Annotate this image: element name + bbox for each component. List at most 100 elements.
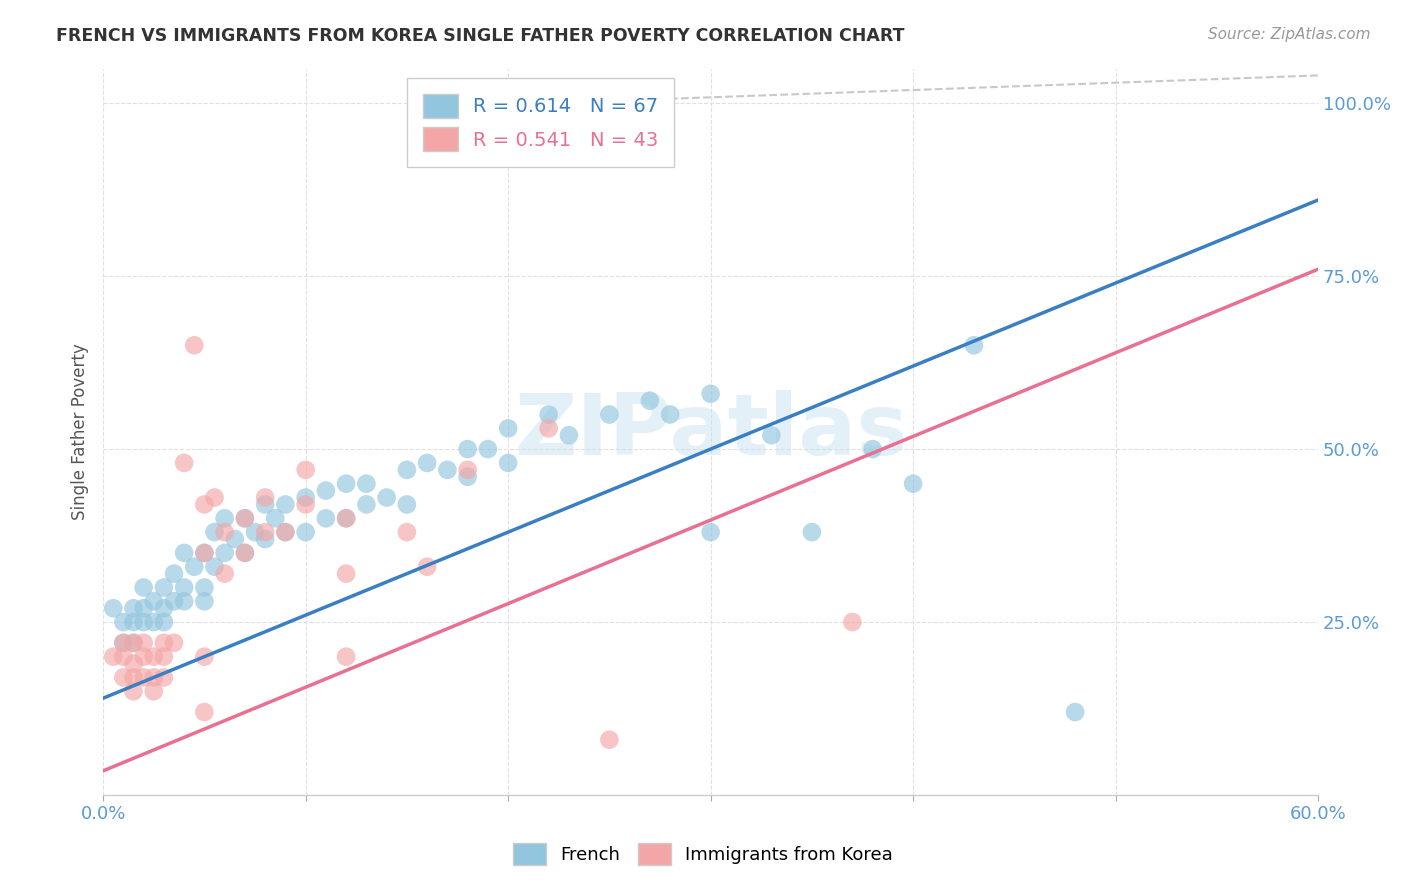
French [173, 546, 195, 560]
Immigrants from Korea [142, 684, 165, 698]
French [901, 476, 924, 491]
Immigrants from Korea [132, 649, 155, 664]
French [112, 636, 135, 650]
French [800, 525, 823, 540]
Y-axis label: Single Father Poverty: Single Father Poverty [72, 343, 89, 520]
Immigrants from Korea [254, 525, 277, 540]
French [558, 428, 581, 442]
French [638, 393, 661, 408]
Immigrants from Korea [183, 338, 205, 352]
French [457, 442, 479, 456]
French [163, 594, 186, 608]
Immigrants from Korea [153, 636, 176, 650]
Immigrants from Korea [214, 525, 236, 540]
Immigrants from Korea [233, 546, 256, 560]
French [132, 581, 155, 595]
Immigrants from Korea [214, 566, 236, 581]
French [142, 594, 165, 608]
French [335, 476, 357, 491]
French [659, 408, 682, 422]
French [112, 615, 135, 629]
French [862, 442, 884, 456]
French [233, 546, 256, 560]
French [193, 594, 215, 608]
French [496, 456, 519, 470]
French [254, 532, 277, 546]
French [294, 491, 316, 505]
French [173, 581, 195, 595]
French [356, 498, 378, 512]
French [183, 559, 205, 574]
French [122, 615, 145, 629]
French [254, 498, 277, 512]
French [153, 615, 176, 629]
French [243, 525, 266, 540]
Immigrants from Korea [163, 636, 186, 650]
Immigrants from Korea [335, 566, 357, 581]
French [173, 594, 195, 608]
French [153, 581, 176, 595]
French [395, 498, 418, 512]
Immigrants from Korea [122, 636, 145, 650]
Immigrants from Korea [274, 525, 297, 540]
French [598, 408, 620, 422]
French [356, 476, 378, 491]
French [496, 421, 519, 435]
Immigrants from Korea [193, 649, 215, 664]
Immigrants from Korea [132, 670, 155, 684]
French [761, 428, 783, 442]
French [274, 498, 297, 512]
Immigrants from Korea [173, 456, 195, 470]
French [264, 511, 287, 525]
Immigrants from Korea [841, 615, 863, 629]
French [132, 601, 155, 615]
Immigrants from Korea [103, 649, 125, 664]
Immigrants from Korea [294, 498, 316, 512]
French [103, 601, 125, 615]
Immigrants from Korea [153, 670, 176, 684]
Immigrants from Korea [122, 670, 145, 684]
Immigrants from Korea [416, 559, 439, 574]
Immigrants from Korea [122, 657, 145, 671]
French [204, 525, 226, 540]
French [335, 511, 357, 525]
French [163, 566, 186, 581]
French [436, 463, 458, 477]
French [274, 525, 297, 540]
French [416, 456, 439, 470]
French [142, 615, 165, 629]
French [375, 491, 398, 505]
Legend: French, Immigrants from Korea: French, Immigrants from Korea [505, 834, 901, 874]
French [294, 525, 316, 540]
Text: Source: ZipAtlas.com: Source: ZipAtlas.com [1208, 27, 1371, 42]
Immigrants from Korea [122, 684, 145, 698]
Text: ZIPatlas: ZIPatlas [513, 391, 907, 474]
Immigrants from Korea [112, 636, 135, 650]
French [122, 601, 145, 615]
French [699, 386, 721, 401]
French [395, 463, 418, 477]
Immigrants from Korea [294, 463, 316, 477]
Immigrants from Korea [254, 491, 277, 505]
French [477, 442, 499, 456]
Immigrants from Korea [537, 421, 560, 435]
French [1064, 705, 1087, 719]
Legend: R = 0.614   N = 67, R = 0.541   N = 43: R = 0.614 N = 67, R = 0.541 N = 43 [408, 78, 673, 167]
Immigrants from Korea [193, 498, 215, 512]
Immigrants from Korea [233, 511, 256, 525]
French [204, 559, 226, 574]
Immigrants from Korea [598, 732, 620, 747]
Immigrants from Korea [142, 649, 165, 664]
Immigrants from Korea [132, 636, 155, 650]
French [122, 636, 145, 650]
Immigrants from Korea [193, 705, 215, 719]
Immigrants from Korea [112, 649, 135, 664]
French [132, 615, 155, 629]
Immigrants from Korea [153, 649, 176, 664]
French [214, 511, 236, 525]
French [315, 511, 337, 525]
Immigrants from Korea [457, 463, 479, 477]
French [315, 483, 337, 498]
French [193, 581, 215, 595]
French [224, 532, 246, 546]
